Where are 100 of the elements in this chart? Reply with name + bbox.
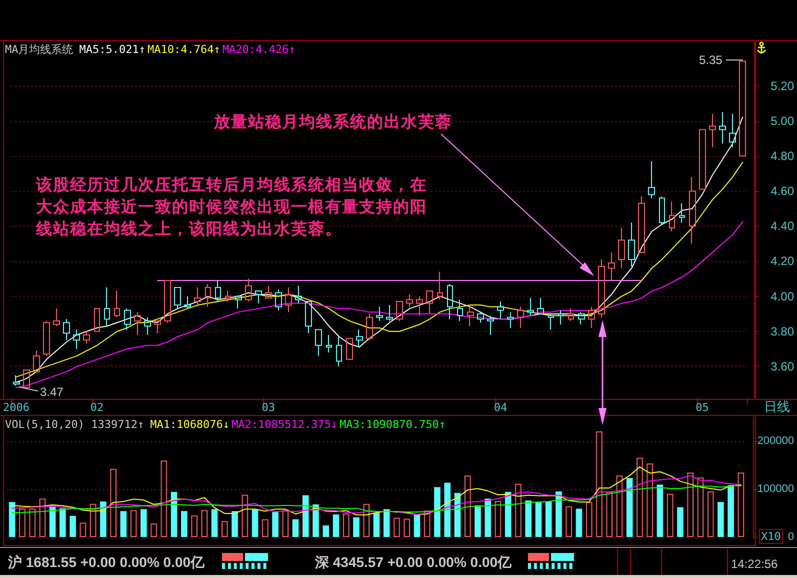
y-tick-label: 5.00 <box>770 114 794 128</box>
candlestick <box>144 316 151 336</box>
annotation: 3.47 <box>40 385 64 399</box>
candlestick <box>154 320 161 334</box>
candlestick <box>43 320 50 356</box>
bar <box>464 476 471 537</box>
bar <box>201 510 208 537</box>
candlestick <box>184 296 191 310</box>
candlestick <box>194 287 201 308</box>
bar <box>494 501 502 537</box>
y-axis-title: X10 <box>759 529 783 544</box>
candlestick <box>285 287 292 313</box>
bar <box>697 477 704 537</box>
bar <box>616 476 623 537</box>
candlestick <box>608 252 615 282</box>
candlestick <box>729 113 736 148</box>
bar <box>646 464 653 537</box>
candlestick <box>558 310 564 325</box>
text: MA1:1068076↓ <box>150 418 230 431</box>
candlestick <box>628 222 635 267</box>
candlestick <box>426 290 433 314</box>
candlestick <box>386 304 393 322</box>
candlestick <box>416 296 423 316</box>
bar <box>373 512 380 537</box>
candlestick <box>215 280 221 302</box>
bar <box>120 511 127 537</box>
y-tick-label: 4.40 <box>770 219 794 234</box>
candlestick <box>477 312 484 324</box>
candlestick <box>638 196 645 253</box>
bar <box>90 504 96 537</box>
y-tick-label: 4.60 <box>770 184 794 198</box>
annotation: 放量站稳月均线系统的出水芙蓉 <box>214 111 452 133</box>
bar <box>181 511 188 537</box>
candlestick <box>134 312 141 336</box>
bar <box>39 498 46 537</box>
bar <box>80 522 86 537</box>
bar <box>272 512 278 537</box>
y-tick-label: 5.20 <box>770 78 794 93</box>
bar <box>130 510 137 537</box>
candlestick <box>659 196 665 225</box>
y-tick-label: 4.20 <box>770 254 794 268</box>
candlestick <box>487 315 494 336</box>
candlestick <box>83 330 90 344</box>
candlestick <box>709 113 716 148</box>
line-series <box>16 162 744 378</box>
bar <box>576 508 582 537</box>
candlestick <box>588 306 595 328</box>
bar <box>626 478 633 537</box>
candlestick <box>598 258 605 318</box>
bar <box>110 468 116 537</box>
y-tick-label: 100000 <box>757 483 794 495</box>
candlestick <box>174 287 181 310</box>
candlestick <box>618 227 625 269</box>
bar <box>535 502 542 537</box>
text: MA2:1085512.375↓ <box>232 418 338 431</box>
bar <box>282 510 289 537</box>
line-series <box>12 466 742 516</box>
text: MA5:5.021↑ <box>79 43 146 56</box>
bar <box>677 507 684 537</box>
y-tick-label: 4.80 <box>770 148 794 163</box>
candlestick <box>265 285 272 299</box>
candlestick <box>275 288 282 311</box>
y-tick-label: 200000 <box>757 435 794 447</box>
line-series <box>12 484 742 514</box>
bar <box>302 495 309 537</box>
candlestick <box>406 294 413 308</box>
bar <box>586 502 592 537</box>
bar <box>312 504 319 537</box>
bar <box>738 472 744 537</box>
candlestick <box>527 298 534 316</box>
candlestick <box>295 285 302 304</box>
candlestick <box>396 301 403 322</box>
bar <box>383 509 390 537</box>
text: MA20:4.426↑ <box>222 43 296 56</box>
bar <box>160 460 168 537</box>
x-tick-label: 05 <box>696 401 709 414</box>
candlestick <box>548 313 554 330</box>
text: 沪 1681.55 +0.00 0.00% 0.00亿 <box>8 553 205 571</box>
bar <box>707 491 714 537</box>
bar <box>150 524 157 537</box>
text: MA10:4.764↑ <box>147 43 220 56</box>
candlestick <box>305 301 312 334</box>
bar <box>211 509 218 537</box>
candlestick <box>336 336 342 367</box>
y-tick-label: 3.80 <box>770 324 794 338</box>
candlestick <box>507 312 514 328</box>
bar <box>636 458 643 537</box>
bar <box>8 502 16 537</box>
candlestick <box>447 284 453 320</box>
bar <box>353 517 360 537</box>
bar <box>566 506 572 537</box>
bar <box>292 519 299 537</box>
text: 14:22:56 <box>731 556 778 573</box>
line-series <box>12 475 742 515</box>
bar <box>515 484 522 537</box>
x-tick-label: 02 <box>90 401 104 414</box>
bar <box>394 518 400 537</box>
candlestick <box>689 176 696 244</box>
candlestick <box>53 308 60 327</box>
bar <box>444 482 450 537</box>
